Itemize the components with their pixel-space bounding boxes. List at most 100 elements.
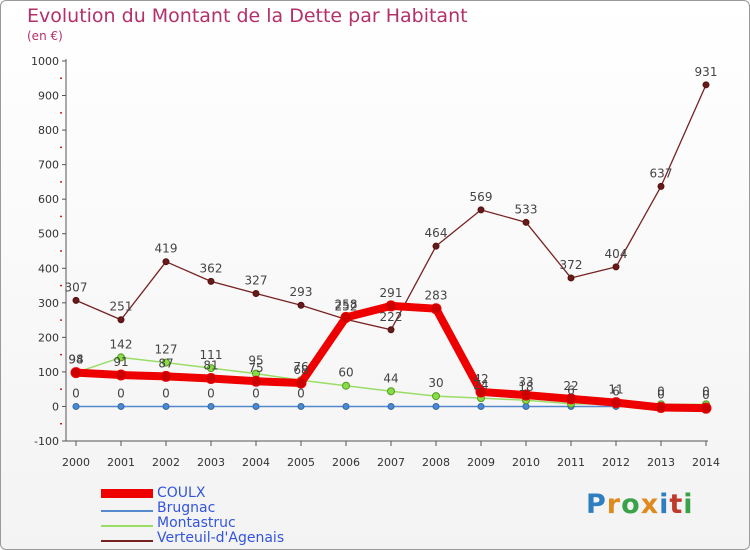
data-point: [432, 402, 440, 410]
data-point: [700, 402, 712, 414]
legend-label: Brugnac: [157, 500, 216, 516]
data-point: [162, 402, 170, 410]
data-point: [477, 402, 485, 410]
data-label: 0: [657, 384, 665, 398]
y-tick-label: 300: [38, 297, 59, 310]
data-label: 111: [200, 348, 223, 362]
logo-letter: o: [621, 489, 641, 520]
data-label: 18: [518, 380, 533, 394]
data-label: 0: [72, 386, 80, 400]
proxiti-logo: Proxiti: [586, 489, 694, 520]
legend-swatch: [101, 525, 153, 527]
x-tick-label: 2005: [287, 456, 315, 469]
data-point: [657, 182, 665, 190]
data-label: 0: [657, 387, 665, 401]
data-label: 81: [203, 358, 218, 372]
data-point: [162, 258, 170, 266]
data-label: 0: [117, 386, 125, 400]
data-point: [477, 206, 485, 214]
data-point: [207, 277, 215, 285]
data-point: [385, 300, 397, 312]
y-tick-label: 800: [38, 124, 59, 137]
data-point: [387, 402, 395, 410]
y-tick-label: 500: [38, 228, 59, 241]
data-label: 44: [383, 371, 398, 385]
data-point: [520, 389, 532, 401]
data-point: [207, 364, 215, 373]
data-label: 98: [68, 353, 83, 367]
logo-letter: t: [669, 489, 684, 520]
legend-label: COULX: [157, 485, 206, 501]
data-point: [117, 402, 125, 410]
x-tick-label: 2013: [647, 456, 675, 469]
data-point: [567, 274, 575, 282]
data-label: 6: [567, 384, 575, 398]
data-label: 283: [425, 289, 448, 303]
data-point: [160, 370, 172, 382]
data-label: 222: [380, 310, 403, 324]
y-tick-label: 200: [38, 331, 59, 344]
data-label: 30: [428, 376, 443, 390]
data-label: 87: [158, 356, 173, 370]
data-point: [522, 218, 530, 226]
data-point: [522, 402, 530, 410]
data-label: 251: [110, 300, 133, 314]
data-point: [252, 402, 260, 410]
x-tick-label: 2006: [332, 456, 360, 469]
data-label: 0: [162, 386, 170, 400]
data-label: 0: [702, 388, 710, 402]
data-point: [387, 326, 395, 334]
data-point: [565, 393, 577, 405]
data-label: 0: [252, 386, 260, 400]
data-point: [342, 381, 350, 390]
data-label: 94: [68, 353, 83, 367]
data-point: [430, 303, 442, 315]
data-label: 11: [608, 383, 623, 397]
logo-letter: x: [640, 489, 660, 520]
data-point: [612, 263, 620, 271]
data-point: [205, 372, 217, 384]
data-label: 307: [65, 280, 88, 294]
x-tick-label: 2011: [557, 456, 585, 469]
data-label: 569: [470, 190, 493, 204]
x-tick-label: 2002: [152, 456, 180, 469]
y-tick-label: -100: [34, 435, 59, 448]
x-tick-label: 2004: [242, 456, 270, 469]
data-point: [250, 375, 262, 387]
data-label: 24: [473, 378, 488, 392]
data-point: [342, 402, 350, 410]
logo-letter: P: [586, 489, 607, 520]
y-tick-label: 0: [52, 400, 59, 413]
x-tick-label: 2010: [512, 456, 540, 469]
data-label: 252: [335, 299, 358, 313]
data-label: 327: [245, 273, 268, 287]
data-label: 68: [293, 363, 308, 377]
data-point: [72, 402, 80, 410]
data-label: 75: [248, 361, 263, 375]
data-point: [297, 301, 305, 309]
x-tick-label: 2014: [692, 456, 720, 469]
data-label: 931: [695, 65, 718, 79]
logo-letter: i: [683, 489, 694, 520]
legend-label: Montastruc: [157, 515, 236, 531]
data-label: 33: [518, 375, 533, 389]
x-tick-label: 2009: [467, 456, 495, 469]
data-label: 6: [612, 384, 620, 398]
data-label: 637: [650, 166, 673, 180]
y-tick-label: 700: [38, 159, 59, 172]
data-point: [162, 358, 170, 367]
y-tick-label: 1000: [31, 55, 59, 68]
data-point: [115, 369, 127, 381]
y-tick-label: 600: [38, 193, 59, 206]
data-point: [340, 311, 352, 323]
data-point: [117, 316, 125, 324]
data-label: 60: [338, 366, 353, 380]
logo-letter: i: [659, 489, 670, 520]
data-label: 404: [605, 247, 628, 261]
data-point: [432, 392, 440, 401]
data-point: [387, 387, 395, 396]
data-label: 0: [207, 386, 215, 400]
y-tick-label: 400: [38, 262, 59, 275]
